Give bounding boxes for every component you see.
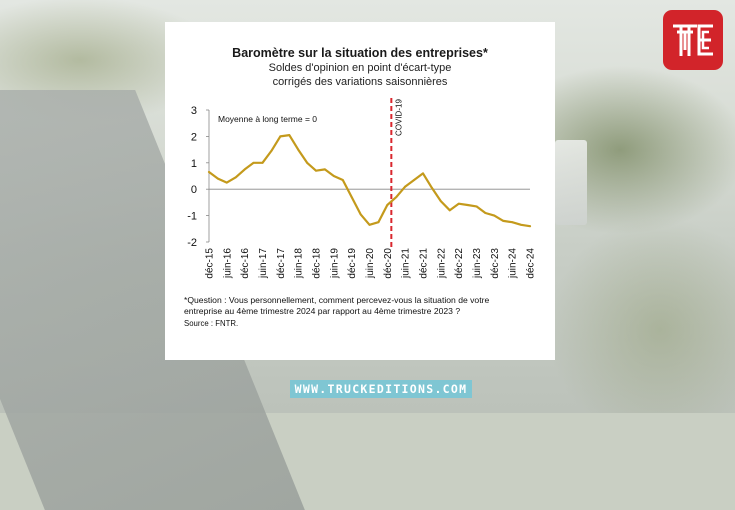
x-tick-label: juin-24 <box>508 248 519 279</box>
data-point <box>502 219 505 222</box>
data-point <box>439 200 442 202</box>
data-point <box>422 172 424 175</box>
subtitle-line-1: Soldes d'opinion en point d'écart-type <box>268 62 452 74</box>
data-point <box>341 179 344 181</box>
y-tick-label: 2 <box>191 131 197 143</box>
x-tick-label: déc-22 <box>454 248 465 279</box>
x-tick-label: juin-19 <box>329 248 340 279</box>
data-point <box>359 213 362 216</box>
data-point <box>332 175 335 177</box>
x-tick-label: déc-20 <box>383 248 394 279</box>
data-point <box>484 212 487 214</box>
x-tick-label: juin-18 <box>294 248 305 279</box>
source-note: Source : FNTR. <box>184 319 239 328</box>
x-tick-label: déc-19 <box>347 248 358 279</box>
long-term-average-note: Moyenne à long terme = 0 <box>218 114 317 124</box>
te-logo-icon <box>673 24 713 56</box>
data-point <box>306 161 308 164</box>
data-point <box>529 225 531 228</box>
data-point <box>252 161 255 164</box>
x-tick-label: juin-17 <box>258 248 269 279</box>
x-tick-label: déc-18 <box>312 248 323 279</box>
y-tick-label: -2 <box>187 237 197 249</box>
covid-marker-label: COVID-19 <box>394 99 403 136</box>
data-point <box>217 177 219 180</box>
subtitle-line-2: corrigés des variations saisonnières <box>272 76 448 88</box>
website-url-banner[interactable]: WWW.TRUCKEDITIONS.COM <box>290 380 472 398</box>
data-point <box>270 150 273 152</box>
data-point <box>208 171 210 173</box>
y-tick-label: 3 <box>191 105 197 117</box>
x-tick-label: déc-24 <box>526 248 537 279</box>
data-point <box>225 181 228 184</box>
question-line-1: *Question : Vous personnellement, commen… <box>184 295 490 305</box>
x-tick-label: juin-16 <box>222 248 233 279</box>
data-point <box>324 168 326 171</box>
data-point <box>448 209 451 212</box>
data-point <box>386 204 389 206</box>
x-tick-label: déc-21 <box>419 248 430 279</box>
data-point <box>234 176 237 179</box>
truckeditions-logo[interactable] <box>663 10 723 70</box>
line-chart: 3 2 1 0 -1 -2 déc-15 juin-16 déc-16 juin-17 déc-17… <box>187 98 537 279</box>
data-point <box>297 148 300 151</box>
background-truck <box>555 140 587 225</box>
x-tick-label: juin-22 <box>436 248 447 279</box>
data-point <box>377 221 380 224</box>
x-tick-label: déc-17 <box>276 248 287 279</box>
y-tick-label: 0 <box>191 184 197 196</box>
x-tick-label: juin-23 <box>472 248 483 279</box>
data-point <box>431 186 433 189</box>
data-point <box>466 204 469 206</box>
question-line-2: entreprise au 4ème trimestre 2024 par ra… <box>184 306 461 316</box>
data-point <box>279 135 282 138</box>
x-tick-label: juin-20 <box>365 248 376 279</box>
data-point <box>350 196 353 199</box>
x-tick-label: juin-21 <box>401 248 412 279</box>
data-point <box>243 168 246 171</box>
x-tick-label: déc-16 <box>240 248 251 279</box>
data-point <box>404 185 407 188</box>
data-point <box>475 205 478 208</box>
x-tick-label: déc-15 <box>205 248 216 279</box>
question-footnote: *Question : Vous personnellement, commen… <box>184 295 544 317</box>
chart-card: Baromètre sur la situation des entrepris… <box>165 22 555 360</box>
data-point <box>315 169 317 172</box>
chart-title: Baromètre sur la situation des entrepris… <box>232 46 488 60</box>
y-tick-label: -1 <box>187 211 197 223</box>
data-point <box>457 202 460 205</box>
data-point <box>368 223 371 226</box>
chart-subtitle: Soldes d'opinion en point d'écart-type c… <box>165 61 555 89</box>
data-point <box>288 134 291 136</box>
y-tick-label: 1 <box>191 158 197 170</box>
data-point <box>493 214 496 217</box>
data-point <box>520 223 522 226</box>
data-point <box>413 179 415 181</box>
data-point <box>395 196 398 199</box>
series-line <box>207 133 532 228</box>
data-point <box>261 161 264 164</box>
x-tick-label: déc-23 <box>490 248 501 279</box>
data-point <box>511 221 514 224</box>
